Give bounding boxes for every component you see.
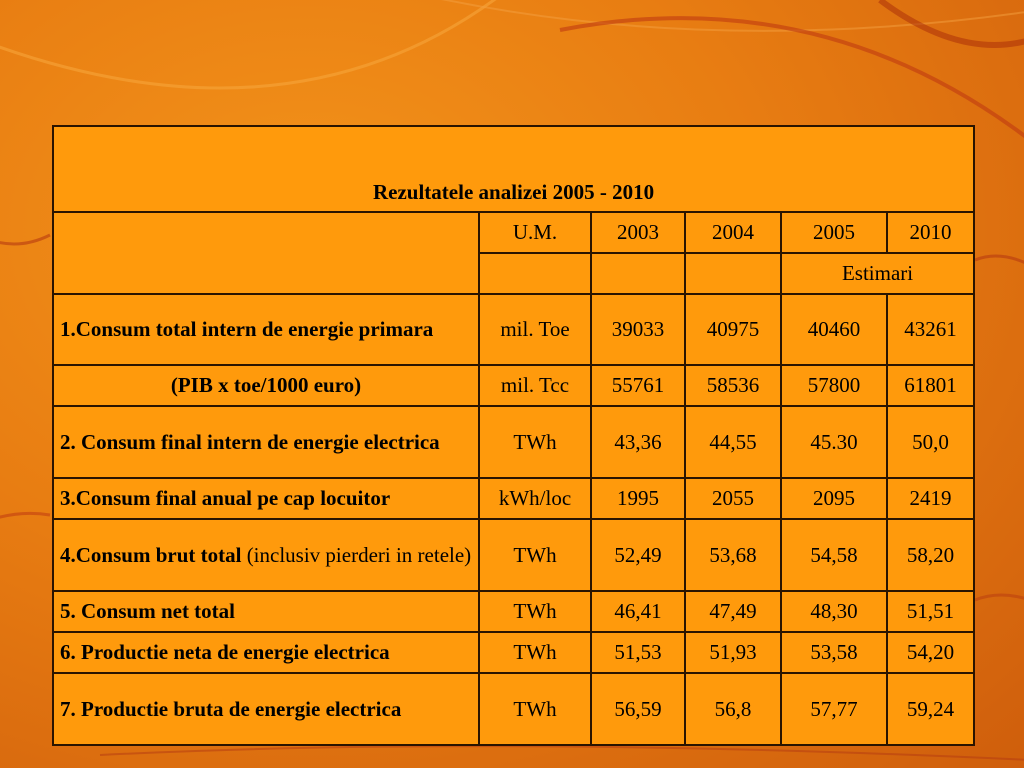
row-label-bold: 4.Consum brut total <box>60 542 242 567</box>
header-year-2010: 2010 <box>885 211 976 254</box>
row-value: 40975 <box>684 293 782 366</box>
row-value: 43,36 <box>590 405 686 479</box>
table-title-row: Rezultatele analizei 2005 - 2010 <box>51 125 976 213</box>
row-value: 51,51 <box>885 590 976 633</box>
table-row: (PIB x toe/1000 euro) mil. Tcc 55761 585… <box>52 364 976 407</box>
row-label: 2. Consum final intern de energie electr… <box>52 405 480 479</box>
row-label: 1.Consum total intern de energie primara <box>52 293 480 366</box>
row-label: 7. Productie bruta de energie electrica <box>52 672 480 746</box>
subheader-empty-cell <box>684 252 782 295</box>
row-um: TWh <box>478 405 592 479</box>
table-row: 3.Consum final anual pe cap locuitor kWh… <box>52 477 976 520</box>
row-label: 6. Productie neta de energie electrica <box>52 631 480 674</box>
table-title: Rezultatele analizei 2005 - 2010 <box>51 125 976 213</box>
row-value: 2095 <box>780 477 888 520</box>
row-value: 59,24 <box>885 672 976 746</box>
row-label: 5. Consum net total <box>52 590 480 633</box>
row-value: 56,59 <box>590 672 686 746</box>
row-value: 1995 <box>590 477 686 520</box>
row-value: 47,49 <box>684 590 782 633</box>
table-row: 2. Consum final intern de energie electr… <box>52 405 976 479</box>
row-um: TWh <box>478 518 592 592</box>
row-label-note: (inclusiv pierderi in retele) <box>241 542 472 567</box>
row-value: 57800 <box>780 364 888 407</box>
header-empty-cell <box>52 211 480 295</box>
row-value: 46,41 <box>590 590 686 633</box>
row-value: 50,0 <box>885 405 976 479</box>
header-year-2003: 2003 <box>590 211 686 254</box>
table-row: 5. Consum net total TWh 46,41 47,49 48,3… <box>52 590 976 633</box>
table-row: 6. Productie neta de energie electrica T… <box>52 631 976 674</box>
subheader-row: Estimari <box>53 252 976 295</box>
row-value: 40460 <box>780 293 888 366</box>
estimari-label: Estimari <box>779 252 976 295</box>
row-label: 4.Consum brut total (inclusiv pierderi i… <box>52 518 480 592</box>
row-value: 57,77 <box>780 672 888 746</box>
table-row: 7. Productie bruta de energie electrica … <box>52 672 976 746</box>
row-value: 39033 <box>590 293 686 366</box>
row-um: TWh <box>478 590 592 633</box>
analysis-results-table: Rezultatele analizei 2005 - 2010 U.M. 20… <box>51 125 976 746</box>
row-um: mil. Tcc <box>478 364 592 407</box>
table-row: 4.Consum brut total (inclusiv pierderi i… <box>52 518 976 592</box>
table-row: 1.Consum total intern de energie primara… <box>52 293 976 366</box>
row-value: 52,49 <box>590 518 686 592</box>
row-value: 54,58 <box>780 518 888 592</box>
row-value: 54,20 <box>885 631 976 674</box>
header-year-2005: 2005 <box>780 211 888 254</box>
row-um: mil. Toe <box>478 293 592 366</box>
row-value: 44,55 <box>684 405 782 479</box>
row-label: 3.Consum final anual pe cap locuitor <box>52 477 480 520</box>
row-um: TWh <box>478 631 592 674</box>
row-value: 55761 <box>590 364 686 407</box>
row-value: 51,93 <box>684 631 782 674</box>
row-value: 48,30 <box>780 590 888 633</box>
subheader-empty-cell <box>590 252 686 295</box>
row-value: 51,53 <box>590 631 686 674</box>
row-label: (PIB x toe/1000 euro) <box>52 364 480 407</box>
row-value: 56,8 <box>684 672 782 746</box>
row-um: TWh <box>478 672 592 746</box>
subheader-empty-cell <box>478 252 592 295</box>
row-value: 58,20 <box>885 518 976 592</box>
row-value: 53,58 <box>780 631 888 674</box>
header-um: U.M. <box>478 211 592 254</box>
row-value: 53,68 <box>684 518 782 592</box>
header-year-2004: 2004 <box>684 211 782 254</box>
row-value: 58536 <box>684 364 782 407</box>
row-value: 2055 <box>684 477 782 520</box>
row-value: 2419 <box>885 477 976 520</box>
row-value: 61801 <box>885 364 976 407</box>
header-row: U.M. 2003 2004 2005 2010 <box>52 211 976 295</box>
row-value: 45.30 <box>780 405 888 479</box>
row-value: 43261 <box>885 293 976 366</box>
row-um: kWh/loc <box>478 477 592 520</box>
